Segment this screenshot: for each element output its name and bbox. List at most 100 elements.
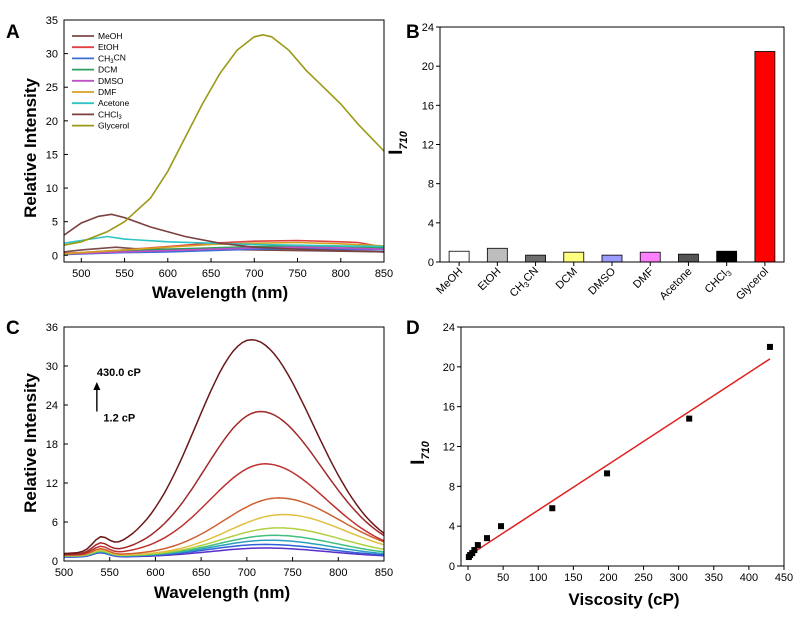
panel-b-letter: B	[406, 22, 420, 43]
panel-a-xtick-label: 550	[115, 268, 133, 280]
panel-a-series-dmf	[63, 241, 385, 255]
panel-a-xtick-label: 850	[375, 268, 393, 280]
panel-d-xtick-label: 350	[705, 572, 723, 584]
panel-c-frame	[63, 326, 385, 562]
panel-c-series	[64, 463, 385, 556]
panel-c-ytick-label: 0	[52, 556, 58, 568]
panel-b-bar	[754, 51, 776, 263]
panel-b-ytick-label: 12	[422, 140, 434, 152]
panel-c-series	[63, 338, 385, 555]
panel-c-ytick-label: 24	[46, 400, 58, 412]
panel-c-ylabel: Relative Intensity	[21, 373, 40, 513]
panel-d-ytick-label: 0	[449, 561, 455, 573]
panel-d-ytick-label: 4	[449, 521, 455, 533]
panel-a-legend-label: MeOH	[98, 31, 123, 41]
panel-c-arrow-head	[93, 382, 101, 391]
panel-c-ytick-label: 6	[52, 517, 58, 529]
panel-b-bar	[563, 251, 585, 263]
panel-d-xtick-label: 200	[599, 572, 617, 584]
panel-b-ytick-label: 0	[428, 257, 434, 269]
panel-b-bar	[678, 253, 699, 263]
panel-a-ytick-label: 0	[52, 250, 58, 262]
panel-a-ytick-label: 5	[52, 217, 58, 229]
panel-b-bar	[525, 254, 546, 263]
panel-c-letter: C	[6, 318, 20, 339]
panel-d-frame	[460, 326, 785, 567]
panel-b-xtick-label: Acetone	[658, 266, 695, 303]
panel-b-frame	[439, 26, 785, 263]
panel-a-legend-label: CH3CN	[98, 53, 126, 66]
panel-d-xtick-label: 0	[465, 572, 471, 584]
panel-c-xtick-label: 550	[101, 567, 119, 579]
panel-a-xtick-label: 600	[159, 268, 177, 280]
panel-c-xtick-label: 750	[283, 567, 301, 579]
panel-c-annotation-low: 1.2 cP	[103, 412, 135, 424]
panel-a-legend-label: Glycerol	[98, 121, 129, 131]
panel-c-xtick-label: 800	[329, 567, 347, 579]
panel-a-legend-label: DMF	[98, 87, 116, 97]
panel-b-xtick-label: DCM	[554, 266, 580, 292]
panel-d-xlabel: Viscosity (cP)	[568, 590, 679, 609]
panel-c: C 500 550 600 650 700 750 800 850 0 6 12 18 24 30 36 43…	[6, 318, 393, 602]
panel-a-legend-label: Acetone	[98, 98, 129, 108]
panel-a-legend-label: DCM	[98, 65, 117, 75]
panel-c-series	[63, 410, 385, 556]
panel-c-ytick-label: 36	[46, 322, 58, 334]
panel-a-xtick-label: 500	[72, 268, 90, 280]
panel-d-point	[471, 547, 478, 554]
panel-c-xtick-label: 650	[192, 567, 210, 579]
panel-a-ylabel: Relative Intensity	[21, 78, 40, 218]
panel-c-ytick-label: 18	[46, 439, 58, 451]
panel-d: D 0 50 100 150 200 250 300 350 400 450 0 4 8 12 16 20 24…	[406, 318, 793, 609]
panel-b-ytick-label: 16	[422, 100, 434, 112]
panel-a-series-acetone	[63, 235, 385, 248]
panel-b-bar	[448, 250, 470, 263]
panel-b-bar	[716, 250, 738, 263]
panel-b-xtick-label: MeOH	[434, 266, 465, 297]
panel-d-point	[498, 523, 505, 530]
panel-d-ytick-label: 8	[449, 481, 455, 493]
panel-b-ylabel: I710	[386, 130, 410, 155]
panel-a: A 500 550 600 650 700 750 800 850 0 5 10 15 20 25 30 35…	[6, 15, 393, 302]
panel-d-xtick-label: 100	[529, 572, 547, 584]
panel-a-xtick-label: 700	[245, 268, 263, 280]
panel-d-ylabel: I710	[408, 440, 432, 465]
panel-d-ytick-label: 12	[443, 442, 455, 454]
panel-a-series-glycerol	[63, 33, 385, 246]
panel-c-series	[64, 497, 385, 556]
panel-d-ytick-label: 20	[443, 362, 455, 374]
panel-d-letter: D	[406, 318, 420, 339]
panel-b-ytick-label: 20	[422, 61, 434, 73]
panel-c-xtick-label: 700	[238, 567, 256, 579]
panel-d-xtick-label: 400	[740, 572, 758, 584]
panel-d-xtick-label: 300	[669, 572, 687, 584]
panel-a-series-dmso	[63, 246, 385, 255]
panel-d-xtick-label: 450	[775, 572, 793, 584]
panel-c-xlabel: Wavelength (nm)	[154, 583, 290, 602]
panel-d-point	[483, 535, 490, 542]
panel-a-xtick-label: 800	[332, 268, 350, 280]
panel-b-bar	[639, 251, 661, 263]
panel-a-xtick-label: 650	[202, 268, 220, 280]
panel-d-xtick-label: 250	[634, 572, 652, 584]
panel-c-xtick-label: 850	[375, 567, 393, 579]
panel-b-xtick-label: DMSO	[586, 265, 618, 297]
panel-d-xtick-label: 50	[497, 572, 509, 584]
panel-b-ytick-label: 8	[428, 179, 434, 191]
panel-c-annotation-high: 430.0 cP	[97, 367, 141, 379]
panel-a-legend-label: EtOH	[98, 42, 119, 52]
panel-a-frame	[63, 19, 385, 263]
panel-a-legend-label: DMSO	[98, 76, 124, 86]
panel-a-ytick-label: 10	[46, 183, 58, 195]
panel-d-point	[474, 542, 481, 549]
panel-b-ytick-label: 4	[428, 218, 434, 230]
panel-a-xtick-label: 750	[288, 268, 306, 280]
panel-d-point	[549, 505, 556, 512]
panel-d-ytick-label: 16	[443, 402, 455, 414]
panel-a-legend-label: CHCl3	[98, 109, 122, 121]
panel-c-ytick-label: 30	[46, 361, 58, 373]
panel-b-xtick-label: EtOH	[476, 266, 504, 294]
panel-b-bar	[601, 254, 623, 263]
panel-a-xlabel: Wavelength (nm)	[152, 283, 288, 302]
